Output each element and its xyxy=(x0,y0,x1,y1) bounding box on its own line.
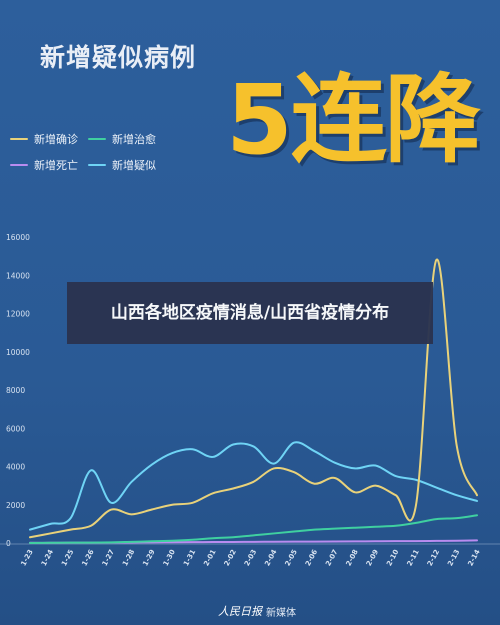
legend-label: 新增治愈 xyxy=(112,133,156,146)
series-line-suspected xyxy=(29,441,478,531)
x-tick-label: 2-11 xyxy=(406,548,421,567)
x-tick-label: 1-31 xyxy=(182,548,197,567)
x-tick-label: 1-29 xyxy=(141,548,156,567)
y-tick-label: 4000 xyxy=(6,463,25,472)
legend-item-cured: 新增治愈 xyxy=(88,131,156,147)
x-tick-label: 2-04 xyxy=(263,548,278,567)
headline-banner[interactable]: 山西各地区疫情消息/山西省疫情分布 xyxy=(67,282,433,344)
x-tick-label: 2-13 xyxy=(446,548,461,567)
y-tick-label: 16000 xyxy=(6,233,30,242)
x-tick-label: 2-07 xyxy=(324,548,339,567)
x-tick-label: 1-24 xyxy=(40,548,55,567)
legend-label: 新增疑似 xyxy=(112,159,156,172)
legend-item-suspected: 新增疑似 xyxy=(88,157,156,173)
x-tick-label: 2-08 xyxy=(345,548,360,567)
x-tick-label: 1-25 xyxy=(60,548,75,567)
subtitle: 新增疑似病例 xyxy=(40,43,197,72)
legend-swatch xyxy=(10,164,28,166)
legend-item-confirmed: 新增确诊 xyxy=(10,131,78,147)
legend-swatch xyxy=(88,164,106,166)
legend-label: 新增确诊 xyxy=(34,133,78,146)
x-tick-label: 2-03 xyxy=(243,548,258,567)
x-tick-label: 2-01 xyxy=(202,548,217,567)
legend-swatch xyxy=(88,138,106,140)
series-line-confirmed xyxy=(29,258,478,539)
banner-text[interactable]: 山西各地区疫情消息/山西省疫情分布 xyxy=(110,302,390,323)
x-tick-label: 2-05 xyxy=(284,548,299,567)
y-tick-label: 2000 xyxy=(6,501,25,510)
x-tick-label: 2-02 xyxy=(223,548,238,567)
legend-item-death: 新增死亡 xyxy=(10,157,78,173)
series-line-cured xyxy=(29,514,478,544)
x-tick-label: 2-09 xyxy=(365,548,380,567)
y-tick-label: 6000 xyxy=(6,424,25,433)
x-tick-label: 2-10 xyxy=(385,548,400,567)
x-tick-label: 1-28 xyxy=(121,548,136,567)
y-tick-label: 14000 xyxy=(6,271,30,280)
footer-label: 新媒体 xyxy=(266,607,296,619)
legend-label: 新增死亡 xyxy=(34,159,78,172)
x-tick-label: 1-23 xyxy=(19,548,34,567)
footer-logo: 人民日报 xyxy=(218,605,262,618)
x-tick-label: 2-06 xyxy=(304,548,319,567)
x-tick-label: 2-12 xyxy=(426,548,441,567)
x-tick-label: 1-27 xyxy=(101,548,116,567)
x-tick-label: 1-26 xyxy=(80,548,95,567)
legend-swatch xyxy=(10,138,28,140)
y-tick-label: 8000 xyxy=(6,386,25,395)
y-tick-label: 10000 xyxy=(6,348,30,357)
y-tick-label: 12000 xyxy=(6,310,30,319)
headline: 5连降 xyxy=(226,64,481,176)
x-tick-label: 2-14 xyxy=(466,548,481,567)
footer-brand: 人民日报 新媒体 xyxy=(218,603,296,619)
x-tick-label: 1-30 xyxy=(162,548,177,567)
y-tick-label: 0 xyxy=(6,539,11,548)
